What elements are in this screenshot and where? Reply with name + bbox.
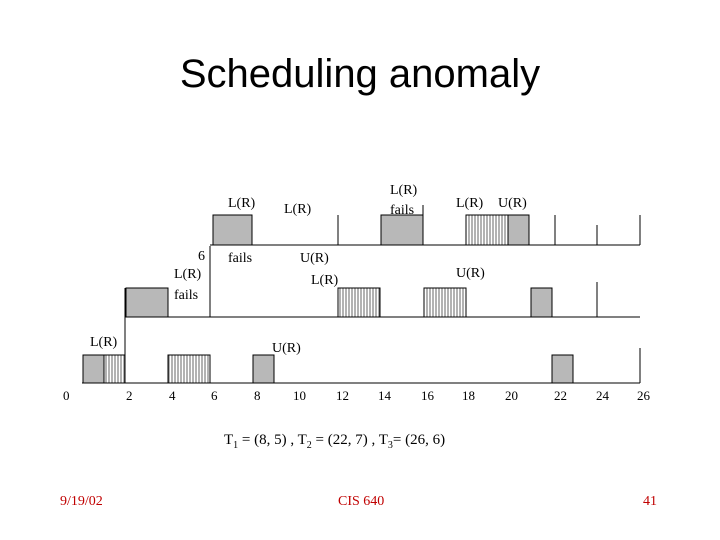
task2-label-lr: L(R) — [174, 267, 202, 282]
footer-page-number: 41 — [643, 494, 657, 509]
axis-tick-label: 4 — [169, 388, 176, 403]
task-parameters-formula: T1 = (8, 5) , T2 = (22, 7) , T3= (26, 6) — [224, 432, 445, 451]
axis-tick-label: 20 — [505, 388, 518, 403]
task3-label-ur: U(R) — [272, 341, 301, 356]
t1-subscript: 1 — [233, 440, 239, 451]
axis-tick-label: 12 — [336, 388, 349, 403]
task1-critical-section-bar — [465, 214, 509, 246]
axis-tick-label: 26 — [637, 388, 651, 403]
task2-label-six: 6 — [198, 249, 205, 264]
footer-course: CIS 640 — [338, 494, 385, 509]
task2-critical-section-bar — [337, 287, 381, 318]
t3-value: = (26, 6) — [392, 432, 446, 448]
task1-label-fails: fails — [228, 251, 252, 266]
task3-critical-section-bar — [167, 354, 211, 384]
axis-tick-label: 10 — [293, 388, 306, 403]
task2-critical-section-bar — [423, 287, 467, 318]
axis-tick-label: 0 — [63, 388, 70, 403]
task3-critical-section-bar — [103, 354, 126, 384]
task2-label-ur: U(R) — [300, 251, 329, 266]
task3-label-lr: L(R) — [90, 335, 118, 350]
t3-subscript: 3 — [387, 440, 393, 451]
t2-name: T — [297, 432, 307, 448]
slide-title: Scheduling anomaly — [179, 52, 541, 96]
task1-job-bar — [380, 214, 424, 246]
task1-job-bar — [212, 214, 253, 246]
task1-job-bar — [507, 214, 530, 246]
axis-tick-label: 8 — [254, 388, 261, 403]
task1-label-lr-fails: L(R) — [390, 183, 418, 198]
t1-value: = (8, 5) , — [238, 432, 298, 448]
task3-job-bar — [252, 354, 275, 384]
t2-value: = (22, 7) , — [311, 432, 379, 448]
task1-label-lr: L(R) — [456, 196, 484, 211]
axis-tick-label: 6 — [211, 388, 218, 403]
axis-tick-label: 18 — [462, 388, 475, 403]
axis-tick-label: 2 — [126, 388, 133, 403]
task2-label-fails: fails — [174, 288, 198, 303]
task1-label-fails: fails — [390, 203, 414, 218]
task2-label-lr: L(R) — [311, 273, 339, 288]
t1-name: T — [224, 432, 234, 448]
task1-label-lr: L(R) — [284, 202, 312, 217]
task3-job-bar — [82, 354, 105, 384]
task1-label-lr: L(R) — [228, 196, 256, 211]
task1-label-ur: U(R) — [498, 196, 527, 211]
task2-job-bar — [530, 287, 553, 318]
axis-tick-label: 22 — [554, 388, 567, 403]
footer-date: 9/19/02 — [60, 494, 103, 509]
axis-tick-label: 16 — [421, 388, 435, 403]
task3-job-bar — [551, 354, 574, 384]
task2-label-ur: U(R) — [456, 266, 485, 281]
task2-job-bar — [125, 287, 169, 318]
t3-name: T — [378, 432, 388, 448]
t2-subscript: 2 — [306, 440, 312, 451]
axis-tick-label: 24 — [596, 388, 610, 403]
axis-tick-label: 14 — [378, 388, 392, 403]
